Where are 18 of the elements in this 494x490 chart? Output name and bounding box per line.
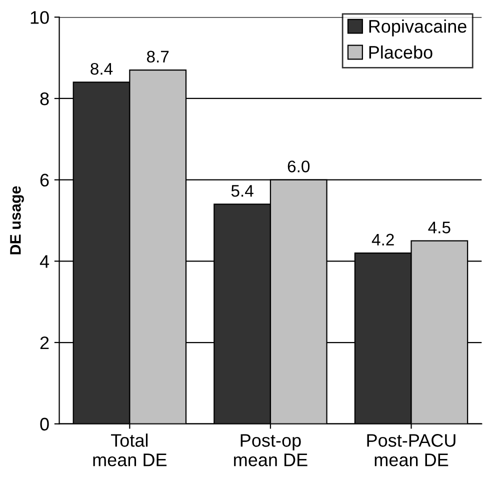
data-label: 4.2 bbox=[372, 234, 394, 246]
y-tick-label: 8 bbox=[40, 92, 49, 106]
y-axis-title: DE usage bbox=[10, 186, 24, 254]
data-label: 8.7 bbox=[146, 50, 169, 63]
x-tick-label: Post-PACU mean DE bbox=[367, 434, 456, 466]
y-tick-label: 0 bbox=[40, 418, 49, 431]
data-label: 8.4 bbox=[90, 62, 113, 75]
x-tick-label: Post-op mean DE bbox=[234, 434, 308, 466]
legend-label: Placebo bbox=[369, 45, 432, 59]
data-label: 4.5 bbox=[428, 222, 450, 234]
y-tick-label: 4 bbox=[40, 255, 50, 268]
data-label: 6.0 bbox=[288, 160, 310, 172]
data-label: 5.4 bbox=[231, 185, 254, 197]
y-tick-label: 2 bbox=[40, 336, 49, 350]
y-tick-label: 6 bbox=[40, 174, 49, 187]
x-tick-label: Total mean DE bbox=[93, 434, 167, 466]
legend-label: Ropivacaine bbox=[369, 19, 466, 36]
y-tick-label: 10 bbox=[30, 11, 49, 24]
